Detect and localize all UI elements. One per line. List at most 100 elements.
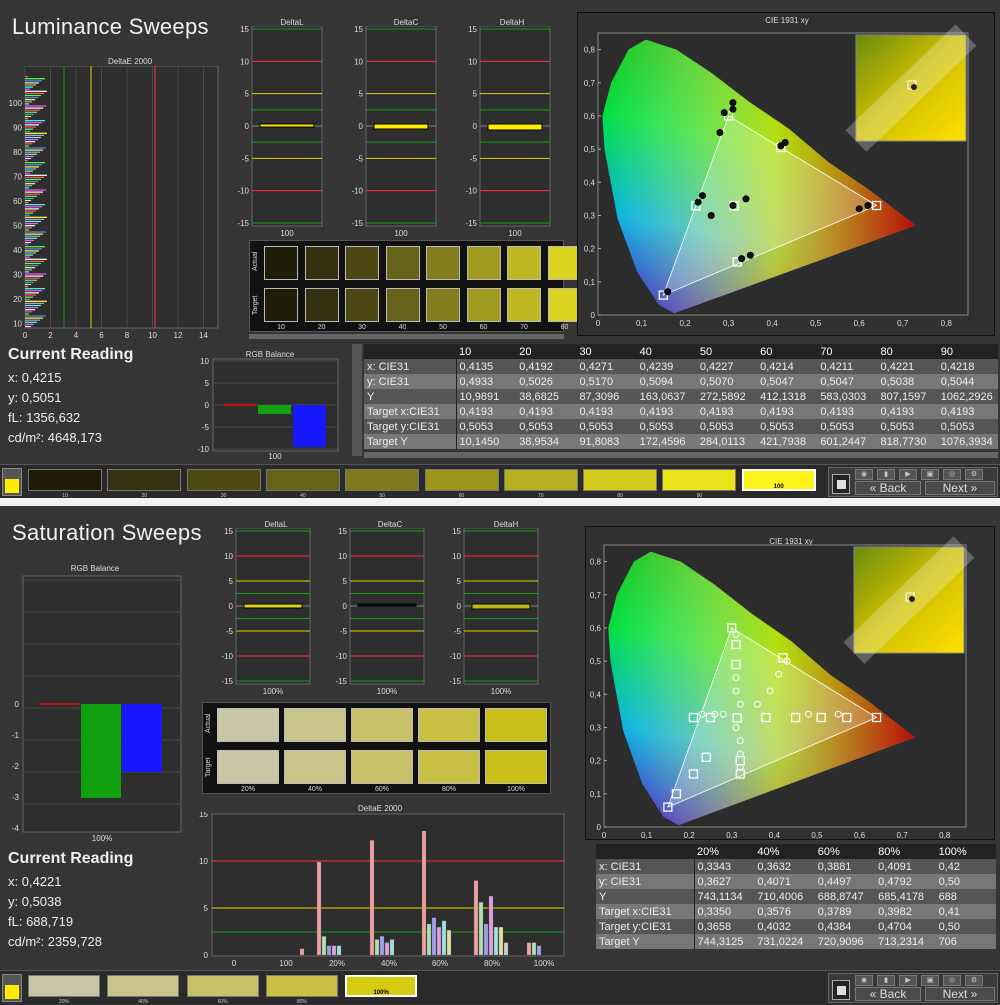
next-button[interactable]: Next » (925, 481, 995, 495)
patch-cell[interactable]: 40 (265, 469, 340, 499)
record-icon[interactable]: ▮ (877, 469, 895, 480)
deltae-bar (25, 246, 45, 248)
swatch-label: 60 (479, 324, 488, 331)
patch-label: 100% (373, 990, 389, 996)
settings-icon[interactable]: ⚙ (965, 469, 983, 480)
back-button[interactable]: « Back (855, 987, 921, 1001)
reading-fl: fL: 688,719 (8, 914, 74, 929)
deltae-bar (25, 122, 42, 124)
save-icon[interactable]: ▣ (921, 975, 939, 986)
table-header: 60 (757, 344, 818, 359)
next-button[interactable]: Next » (925, 987, 995, 1001)
target-marker (871, 712, 882, 723)
rgb-ytick: 10 (200, 357, 209, 366)
measured-point (738, 255, 746, 263)
delta-ytick: 15 (452, 528, 461, 536)
deltae-bar (503, 942, 509, 956)
deltae-bar (25, 206, 42, 208)
reading-cdm: cd/m²: 2359,728 (8, 934, 102, 949)
patch-cell[interactable]: 70 (503, 469, 578, 499)
patch-cell[interactable]: 10 (28, 469, 102, 499)
table-side-scroll[interactable] (352, 344, 362, 456)
delta-ytick: -10 (237, 187, 249, 196)
delta-ytick: 0 (229, 602, 234, 611)
delta-bar (487, 123, 543, 131)
table-header: 40 (636, 344, 697, 359)
deltae-bar (441, 920, 447, 956)
reading-heading: Current Reading (8, 850, 134, 867)
record-icon[interactable]: ▮ (877, 975, 895, 986)
patch-select-button[interactable] (2, 974, 22, 1002)
patch-cell[interactable]: 30 (186, 469, 261, 499)
cie-ytick: 0,3 (590, 723, 602, 732)
target-marker (761, 712, 771, 723)
measured-point (711, 710, 719, 718)
red-bar (39, 703, 79, 705)
table-cell: 0,4271 (576, 359, 637, 374)
play-icon[interactable]: ▶ (899, 469, 917, 480)
deltae-bar (25, 281, 34, 283)
cie-title: CIE 1931 xy (769, 537, 813, 546)
deltae-bar (446, 930, 452, 956)
save-icon[interactable]: ▣ (921, 469, 939, 480)
deltae-bar (25, 313, 29, 315)
patch-cell[interactable]: 90 (662, 469, 737, 499)
table-scrollbar[interactable] (364, 452, 998, 458)
measured-point (736, 700, 744, 708)
back-button[interactable]: « Back (855, 481, 921, 495)
stop-button[interactable] (832, 474, 850, 494)
table-cell: 0,4221 (877, 359, 938, 374)
delta-ytick: -15 (449, 677, 461, 686)
cie-ytick: 0,1 (584, 278, 596, 287)
deltae-bar (25, 241, 31, 244)
play-icon[interactable]: ▶ (899, 975, 917, 986)
eye-icon[interactable]: ◎ (943, 469, 961, 480)
patch-cell[interactable]: 40% (107, 975, 180, 1005)
cie-ytick: 0,8 (584, 46, 596, 55)
patch-cell[interactable]: 20% (28, 975, 100, 1005)
camera-icon[interactable]: ◉ (855, 975, 873, 986)
cie-ytick: 0,3 (584, 211, 596, 220)
measured-point (783, 657, 791, 665)
patch-select-button[interactable] (2, 468, 22, 496)
swatch-label: 70 (520, 324, 528, 331)
eye-icon[interactable]: ◎ (943, 975, 961, 986)
measured-point (694, 198, 702, 206)
table-cell: 0,4071 (754, 874, 815, 889)
patch-cell[interactable]: 60% (186, 975, 259, 1005)
patch-cell[interactable]: 60 (424, 469, 499, 499)
patch-cell[interactable]: 80% (265, 975, 338, 1005)
actual-swatch (418, 708, 480, 742)
camera-icon[interactable]: ◉ (855, 469, 873, 480)
swatch-scrollbar[interactable] (249, 334, 564, 339)
cie-ytick: 0,2 (590, 757, 602, 766)
patch-cell[interactable]: 20 (107, 469, 182, 499)
toolbar-icons: ◉ ▮ ▶ ▣ ◎ ⚙ (855, 975, 983, 987)
patch-cell[interactable]: 100 (741, 469, 816, 491)
deltae-ytick: 10 (199, 857, 208, 866)
deltae-bar (25, 99, 35, 101)
table-cell: 421,7938 (757, 434, 818, 449)
patch-cell[interactable]: 80 (583, 469, 658, 499)
patch-label: 80 (617, 493, 623, 499)
patch-label: 30 (220, 493, 227, 499)
deltae-bar (25, 118, 28, 120)
deltae-xtick: 0 (232, 959, 237, 968)
settings-icon[interactable]: ⚙ (965, 975, 983, 986)
rgb-ytick: 5 (205, 379, 210, 388)
readings-table: 10 20 30 40 50 60 70 80 90 x: CIE31 0,4135 0,4192 0,… (364, 344, 998, 449)
patch-cell[interactable]: 50 (345, 469, 420, 499)
stop-button[interactable] (832, 980, 850, 1000)
table-cell: 0,4091 (875, 859, 936, 874)
deltae-bar (25, 283, 31, 286)
deltae-bar (25, 233, 43, 235)
table-cell: 685,4178 (875, 889, 936, 904)
rgb-ytick: -1 (12, 731, 20, 740)
deltae-xtick: 12 (174, 331, 183, 340)
measured-point (736, 763, 744, 771)
patch-cell[interactable]: 100% (345, 975, 418, 997)
table-row: Target Y 10,1450 38,9534 91,8083 172,4596 284… (364, 434, 998, 449)
table-cell: 713,2314 (875, 934, 936, 949)
actual-swatch (385, 246, 420, 280)
cie-ytick: 0 (597, 823, 602, 832)
